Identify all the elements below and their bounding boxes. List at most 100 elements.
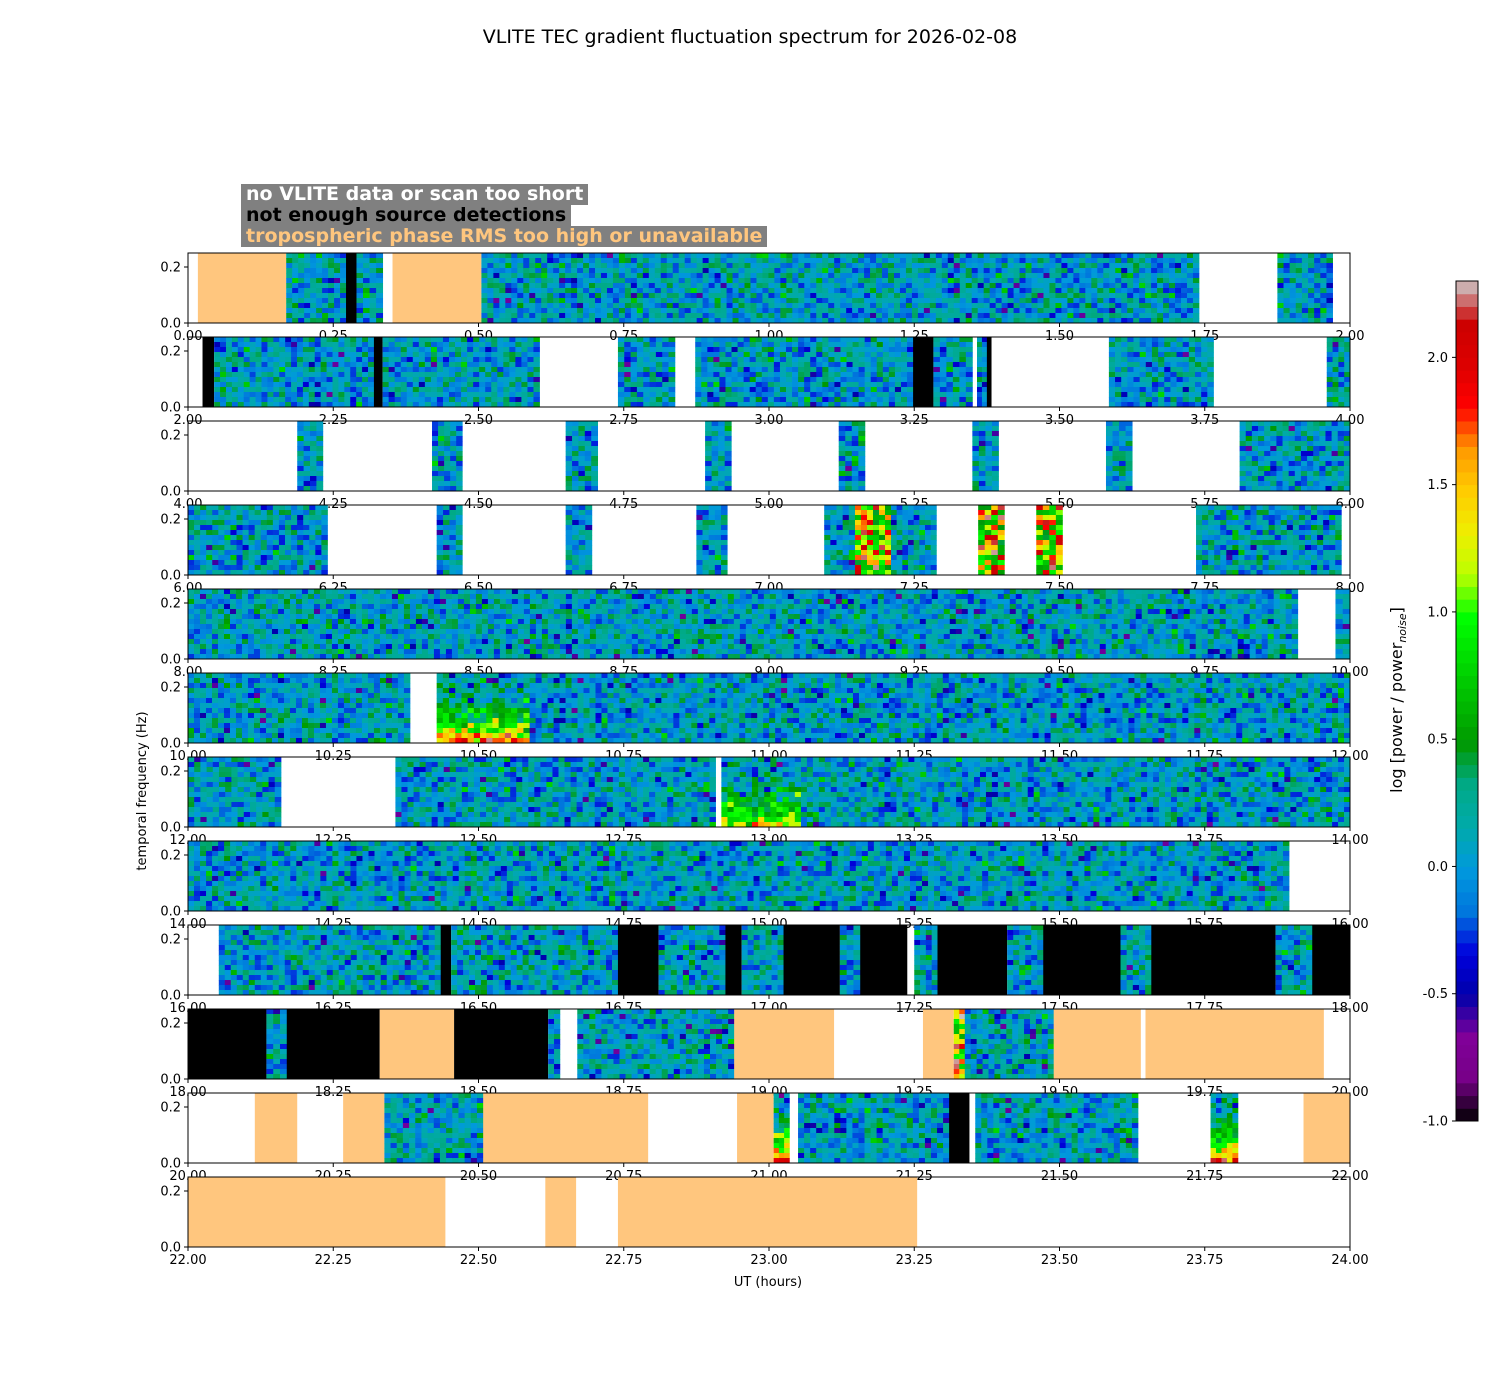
spectrum-data-block	[933, 337, 973, 408]
few-detections-block	[1312, 925, 1350, 995]
colorbar-swatch	[1456, 446, 1478, 460]
spectrum-data-block	[451, 925, 619, 996]
colorbar-swatch	[1456, 433, 1478, 447]
colorbar-swatch	[1456, 1057, 1478, 1071]
spectrum-data-block	[953, 1009, 966, 1080]
few-detections-block	[188, 1009, 267, 1079]
spectrum-data-block	[286, 253, 347, 324]
colorbar-label-close: ]	[1387, 607, 1406, 613]
spectrum-data-block	[617, 337, 676, 408]
colorbar-swatch	[1456, 1044, 1478, 1058]
spectrum-data-block	[975, 1093, 1139, 1164]
panel-frame	[187, 504, 1351, 576]
y-tick-label: 0.0	[160, 1073, 181, 1088]
spectrum-data-block	[1326, 337, 1351, 408]
colorbar-tick-label: 2.0	[1427, 351, 1448, 366]
colorbar-label-main: log [power / power	[1387, 642, 1406, 793]
y-tick-label: 0.0	[160, 569, 181, 584]
spectrum-data-block	[188, 589, 1299, 660]
trop-rms-block	[1145, 1009, 1324, 1079]
spectrum-data-block	[773, 1093, 790, 1164]
colorbar-swatch	[1456, 1095, 1478, 1109]
y-tick-label: 0.2	[160, 261, 181, 276]
spectrum-data-block	[891, 505, 937, 576]
spectrum-data-block	[798, 1093, 950, 1164]
y-tick-label: 0.0	[160, 1157, 181, 1172]
spectrum-panel: 0.00.214.00 14.25 14.50 14.75 15.00 15.25 15.5…	[160, 840, 1369, 932]
spectrum-panel: 0.00.22.00 2.25 2.50 2.75 3.00 3.25 3.50 3.75 4.…	[160, 336, 1364, 428]
spectrum-data-block	[972, 421, 999, 492]
panels-group: 0.00.20.00 0.25 0.50 0.75 1.00 1.25 1.50 1.75 2.…	[160, 252, 1369, 1268]
colorbar-swatch	[1456, 319, 1478, 333]
few-detections-block	[949, 1093, 970, 1163]
colorbar-swatch	[1456, 370, 1478, 384]
colorbar-swatch	[1456, 930, 1478, 944]
y-tick-label: 0.0	[160, 401, 181, 416]
y-tick-label: 0.0	[160, 653, 181, 668]
y-tick-label: 0.2	[160, 597, 181, 612]
colorbar-swatch	[1456, 586, 1478, 600]
chart-title: VLITE TEC gradient fluctuation spectrum …	[483, 26, 1017, 48]
spectrum-data-block	[297, 421, 324, 492]
colorbar-swatch	[1456, 548, 1478, 562]
spectrum-data-block	[705, 421, 732, 492]
colorbar-swatch	[1456, 459, 1478, 473]
spectrum-data-block	[436, 505, 463, 576]
spectrum-panel: 0.00.20.00 0.25 0.50 0.75 1.00 1.25 1.50 1.75 2.…	[160, 252, 1364, 344]
colorbar-tick-label: -1.0	[1423, 1115, 1448, 1130]
spectrum-data-block	[529, 673, 1351, 744]
colorbar-swatch	[1456, 331, 1478, 346]
colorbar-swatch	[1456, 344, 1478, 358]
y-tick-label: 0.2	[160, 1101, 181, 1116]
spectrum-data-block	[1335, 589, 1351, 660]
spectrum-data-block	[577, 1009, 735, 1080]
x-tick-label: 23.75	[1186, 1253, 1223, 1268]
spectrum-data-block	[188, 757, 282, 828]
colorbar-swatch	[1456, 421, 1478, 435]
colorbar-swatch	[1456, 688, 1478, 702]
spectrum-data-block	[1120, 925, 1152, 996]
spectrum-data-block	[838, 421, 866, 492]
colorbar-swatch	[1456, 802, 1478, 817]
few-detections-block	[454, 1009, 549, 1079]
few-detections-block	[1151, 925, 1276, 995]
colorbar-tick-label: 0.0	[1427, 860, 1448, 875]
spectrum-data-block	[839, 925, 861, 996]
spectrum-data-block	[565, 505, 593, 576]
spectrum-data-block	[1196, 505, 1342, 576]
spectrum-panel: 0.0 0.2 22.00 22.25 22.50 22.75 23.00 23.25 23.5…	[160, 1176, 1369, 1268]
colorbar-swatch	[1456, 993, 1478, 1007]
colorbar-swatch	[1456, 726, 1478, 740]
trop-rms-block	[483, 1093, 649, 1163]
spectrum-data-block	[976, 337, 988, 408]
few-detections-block	[860, 925, 908, 995]
spectrum-data-block	[356, 253, 384, 324]
colorbar-swatch	[1456, 739, 1478, 753]
x-tick-label: 24.00	[1331, 1253, 1368, 1268]
panel-frame	[187, 420, 1351, 492]
spectrum-data-block	[978, 505, 1005, 576]
colorbar-swatch	[1456, 955, 1478, 969]
spectrum-panel: 0.00.26.00 6.25 6.50 6.75 7.00 7.25 7.50 7.75 8.…	[160, 504, 1364, 596]
spectrum-data-block	[1275, 925, 1313, 996]
spectrum-data-block	[218, 925, 442, 996]
few-detections-block	[617, 925, 659, 995]
spectrum-data-block	[382, 337, 540, 408]
few-detections-block	[286, 1009, 380, 1079]
colorbar-swatch	[1456, 611, 1478, 626]
y-tick-label: 0.2	[160, 1185, 181, 1200]
spectrum-data-block	[914, 925, 938, 996]
trop-rms-block	[188, 1177, 446, 1247]
spectrum-panel: 0.00.212.00 12.25 12.50 12.75 13.00 13.25 13.5…	[160, 756, 1369, 848]
spectrum-panel: 0.00.220.00 20.25 20.50 20.75 21.00 21.25 21.5…	[160, 1092, 1369, 1184]
spectrum-data-block	[800, 757, 1351, 828]
colorbar-swatch	[1456, 1070, 1478, 1084]
x-tick-label: 22.25	[315, 1253, 352, 1268]
colorbar: -1.0 -0.5 0.0 0.5 1.0 1.5 2.0	[1423, 280, 1479, 1130]
y-tick-label: 0.2	[160, 429, 181, 444]
colorbar-swatch	[1456, 1006, 1478, 1020]
colorbar-swatch	[1456, 879, 1478, 893]
trop-rms-block	[617, 1177, 918, 1247]
colorbar-swatch	[1456, 777, 1478, 791]
